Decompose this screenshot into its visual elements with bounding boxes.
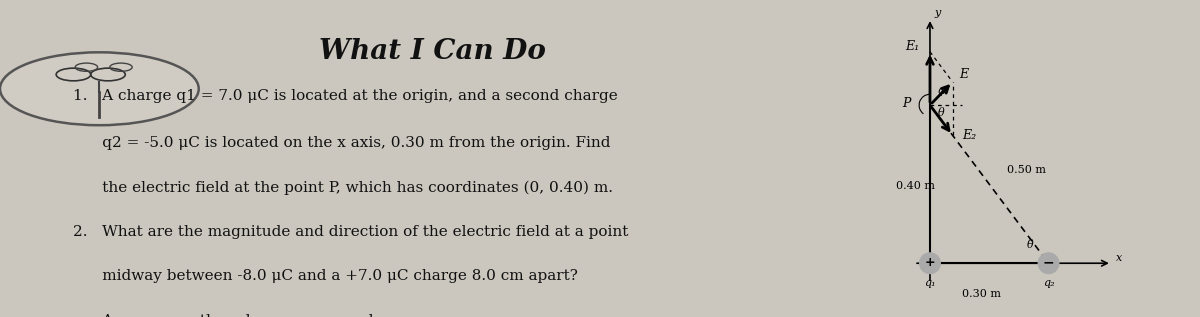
Text: φ: φ: [937, 86, 944, 96]
Text: Assume no other charges are nearby.: Assume no other charges are nearby.: [73, 314, 390, 317]
Text: +: +: [925, 256, 935, 268]
Text: x: x: [1116, 253, 1122, 263]
Text: P: P: [902, 97, 911, 110]
Text: 0.30 m: 0.30 m: [962, 289, 1001, 299]
Text: the electric field at the point P, which has coordinates (0, 0.40) m.: the electric field at the point P, which…: [73, 181, 613, 195]
Text: E: E: [960, 68, 968, 81]
Text: q₂: q₂: [1043, 278, 1055, 288]
Text: What I Can Do: What I Can Do: [318, 38, 546, 65]
Text: θ: θ: [938, 108, 944, 118]
Text: E₁: E₁: [905, 40, 919, 53]
Text: 0.50 m: 0.50 m: [1007, 165, 1046, 175]
Text: y: y: [934, 8, 940, 18]
Text: 0.40 m: 0.40 m: [896, 181, 935, 191]
Circle shape: [0, 52, 199, 125]
Text: q2 = -5.0 μC is located on the x axis, 0.30 m from the origin. Find: q2 = -5.0 μC is located on the x axis, 0…: [73, 136, 611, 150]
Text: 1.   A charge q1 = 7.0 μC is located at the origin, and a second charge: 1. A charge q1 = 7.0 μC is located at th…: [73, 89, 618, 103]
Text: midway between -8.0 μC and a +7.0 μC charge 8.0 cm apart?: midway between -8.0 μC and a +7.0 μC cha…: [73, 269, 578, 283]
Circle shape: [1038, 253, 1058, 274]
Text: −: −: [1043, 255, 1055, 269]
Text: θ: θ: [1027, 240, 1033, 250]
Text: E₂: E₂: [962, 129, 977, 142]
Circle shape: [919, 253, 941, 274]
Text: q₁: q₁: [924, 278, 936, 288]
Text: 2.   What are the magnitude and direction of the electric field at a point: 2. What are the magnitude and direction …: [73, 225, 629, 239]
